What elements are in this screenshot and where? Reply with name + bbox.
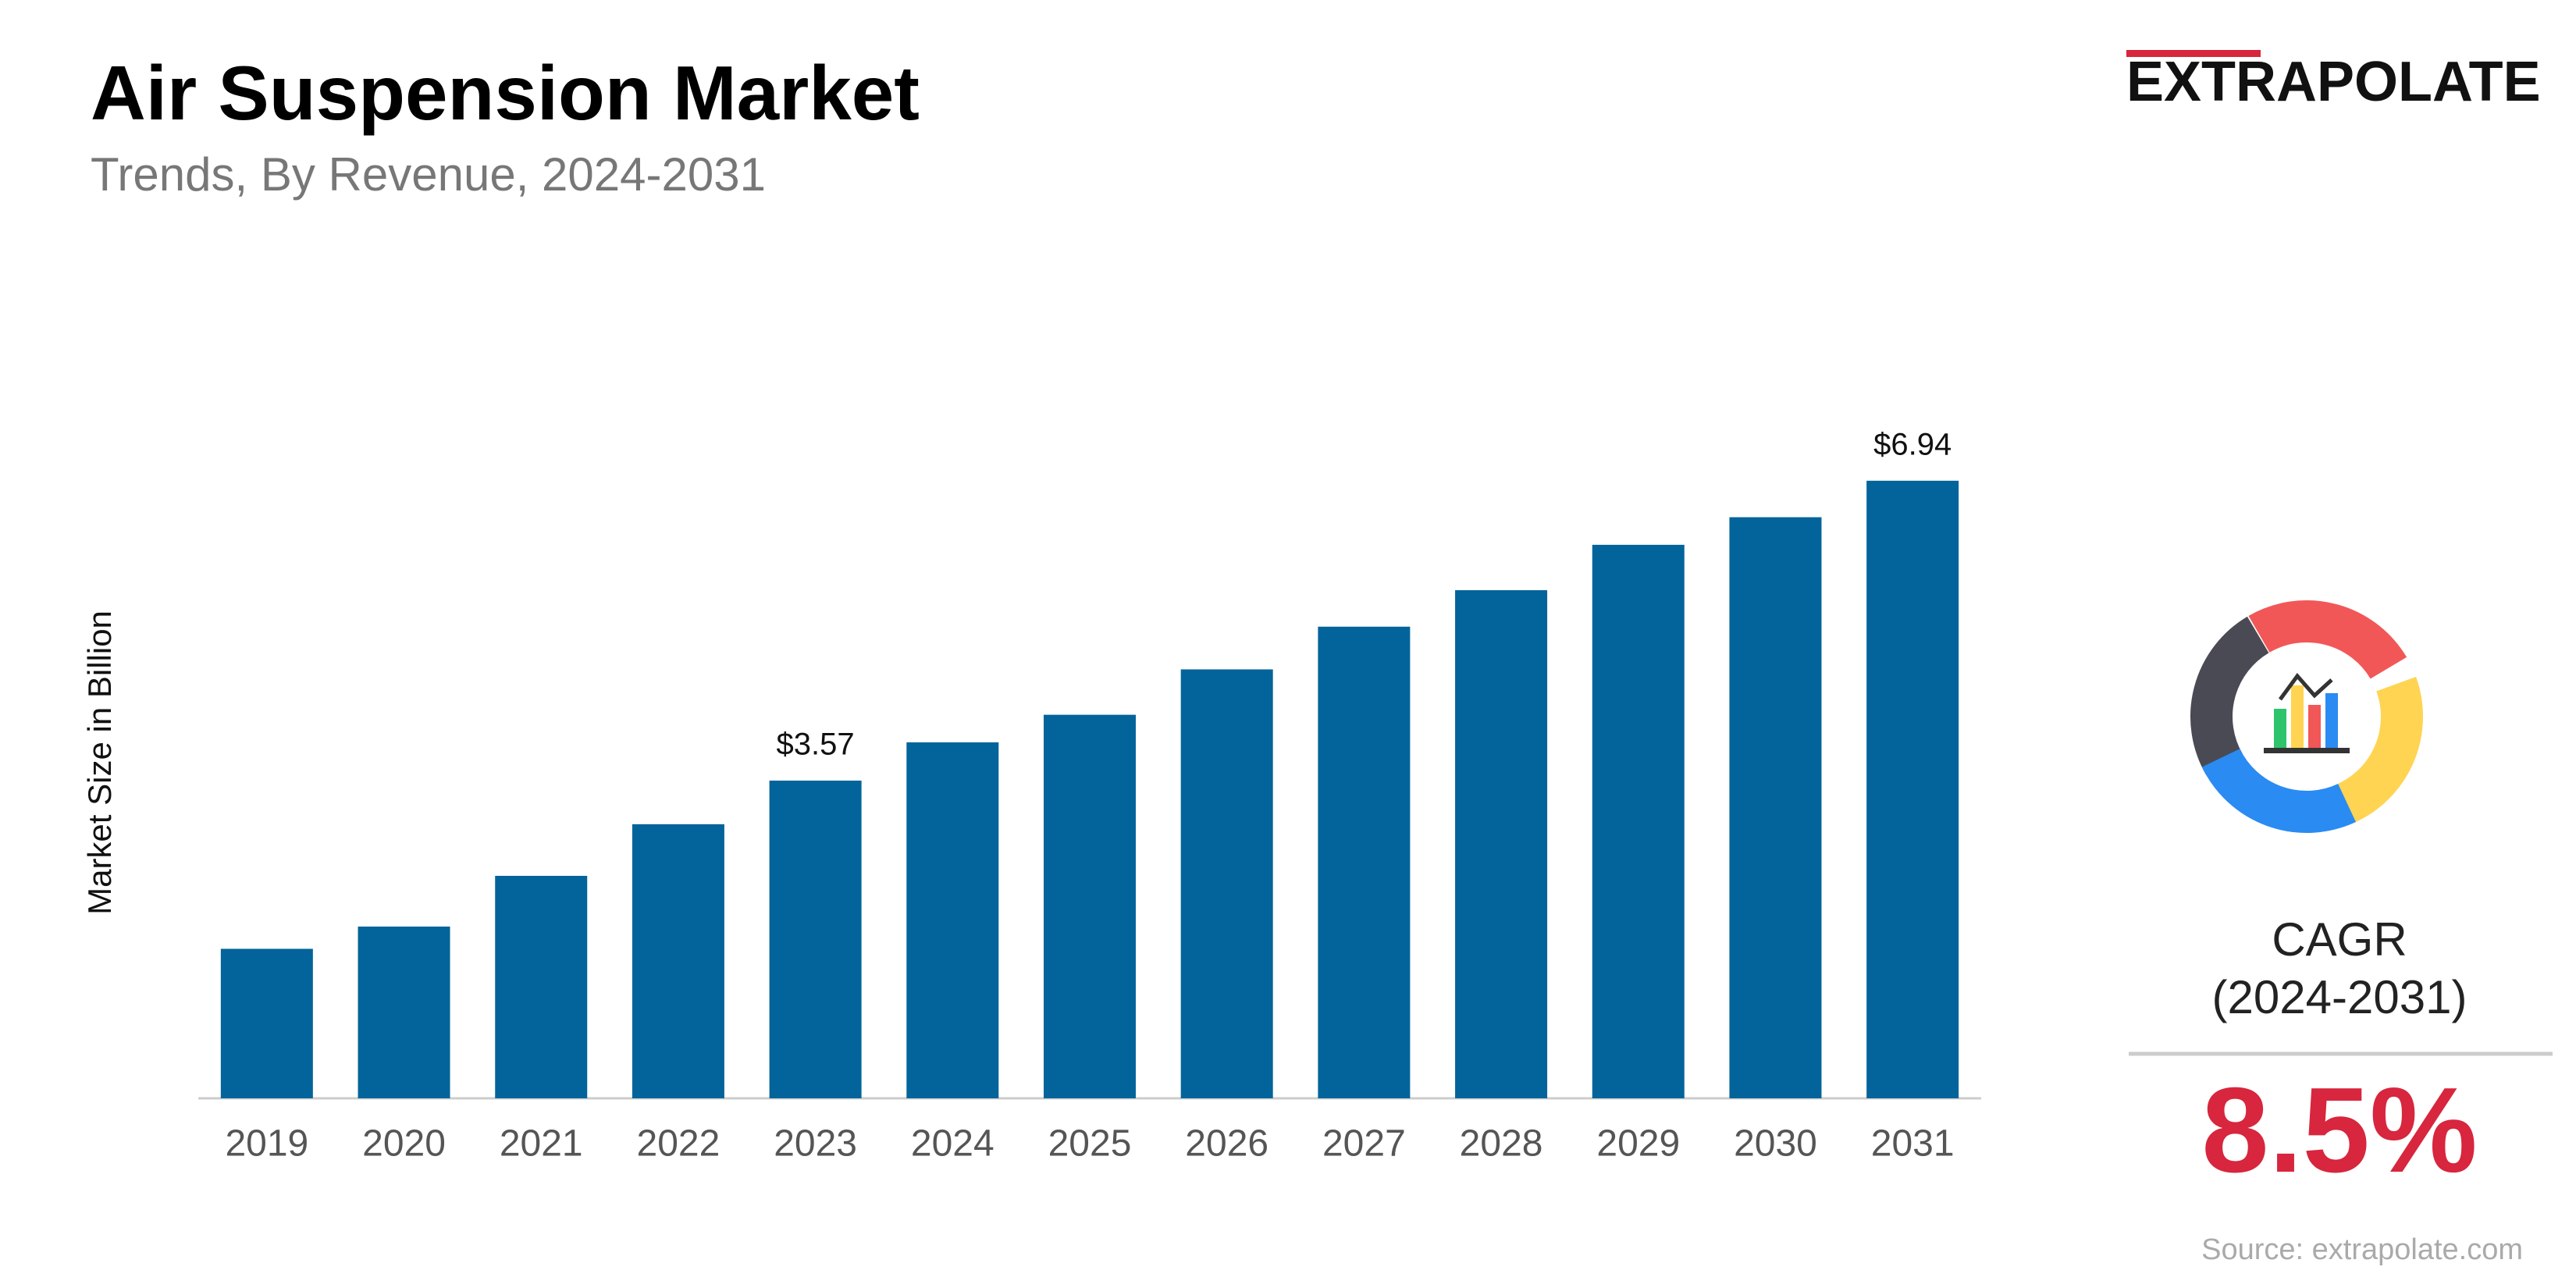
x-tick-label: 2030 xyxy=(1734,1123,1817,1165)
data-label: $3.57 xyxy=(777,728,855,762)
bar xyxy=(1729,517,1822,1098)
x-tick-label: 2029 xyxy=(1596,1123,1680,1165)
bar xyxy=(1044,714,1136,1098)
x-tick-label: 2024 xyxy=(911,1123,994,1165)
data-label: $6.94 xyxy=(1873,427,1952,461)
bar xyxy=(906,742,999,1098)
x-tick-label: 2028 xyxy=(1460,1123,1543,1165)
source: Source: extrapolate.com xyxy=(2201,1233,2523,1266)
bar xyxy=(632,824,724,1098)
x-tick-label: 2026 xyxy=(1185,1123,1268,1165)
brand-logo: EXTRAPOLATE xyxy=(2126,51,2541,113)
x-tick-label: 2021 xyxy=(500,1123,583,1165)
logo-bar xyxy=(2126,50,2261,57)
bar xyxy=(220,948,313,1098)
y-axis-label: Market Size in Billion xyxy=(81,610,118,915)
x-tick-label: 2020 xyxy=(362,1123,446,1165)
x-tick-label: 2031 xyxy=(1871,1123,1955,1165)
bar xyxy=(1180,669,1273,1098)
x-tick-label: 2019 xyxy=(225,1123,308,1165)
cagr-label: CAGR xyxy=(2272,913,2407,966)
icon xyxy=(2190,600,2423,833)
x-tick-label: 2025 xyxy=(1048,1123,1132,1165)
bar xyxy=(1866,480,1959,1098)
bar xyxy=(1455,590,1548,1098)
cagr-period: (2024-2031) xyxy=(2212,971,2467,1023)
chart-subtitle: Trends, By Revenue, 2024-2031 xyxy=(91,148,766,201)
cagr-value: 8.5% xyxy=(2201,1062,2477,1197)
bar xyxy=(358,926,450,1098)
bar xyxy=(1318,626,1411,1098)
bar xyxy=(495,876,588,1098)
x-tick-label: 2027 xyxy=(1322,1123,1406,1165)
chart-title: Air Suspension Market xyxy=(91,50,920,136)
bar xyxy=(769,781,862,1098)
x-tick-label: 2022 xyxy=(637,1123,720,1165)
x-tick-label: 2023 xyxy=(774,1123,857,1165)
bar xyxy=(1592,544,1685,1098)
